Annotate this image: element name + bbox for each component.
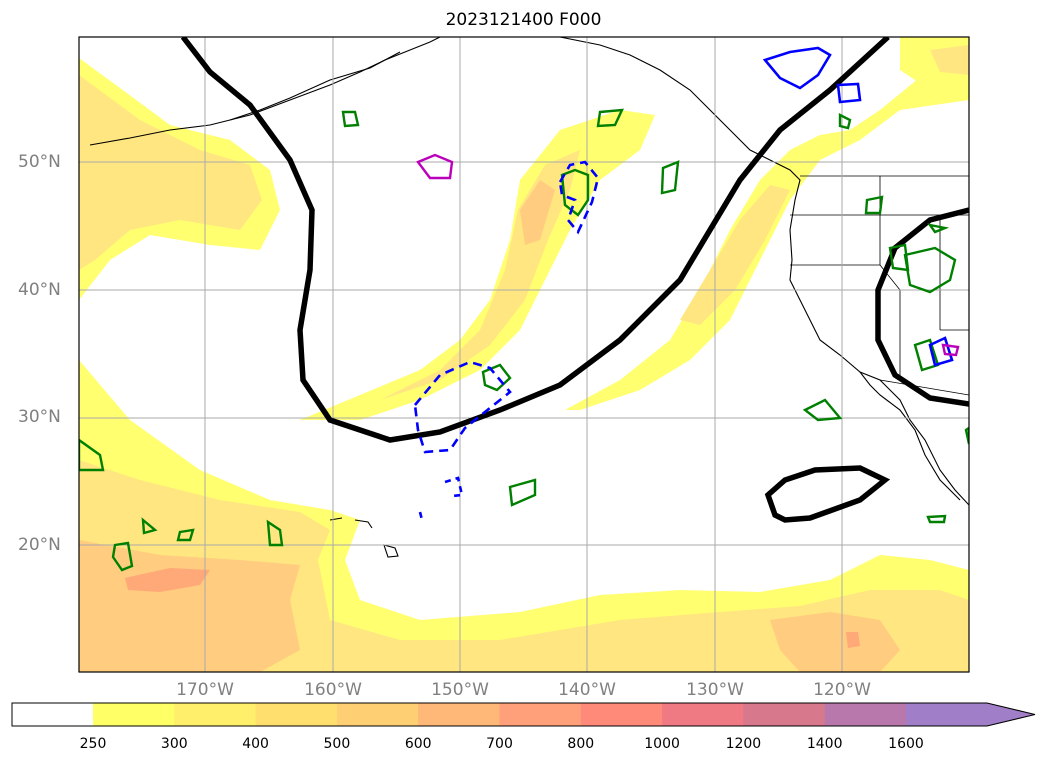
lat-label-30: 30°N <box>18 407 61 427</box>
height-contours <box>180 37 969 523</box>
colorbar-swatch <box>906 703 988 726</box>
blue-dashed-north <box>558 160 600 235</box>
colorbar-tick-label: 600 <box>404 736 432 752</box>
lon-label-130w: 130°W <box>686 680 744 700</box>
colorbar-outline <box>11 702 1036 727</box>
colorbar-tick-label: 1600 <box>888 736 924 752</box>
magenta-contours <box>416 153 960 357</box>
colorbar-tick-label: 300 <box>160 736 188 752</box>
shade-strong-se <box>770 612 900 672</box>
lon-label-140w: 140°W <box>558 680 616 700</box>
colorbar-under <box>12 703 93 726</box>
shade-peak-sw <box>125 568 210 592</box>
baja-coast <box>859 371 961 501</box>
lon-label-160w: 160°W <box>304 680 362 700</box>
blue-solid-sw-us <box>928 336 954 367</box>
alaska-coast <box>89 37 441 146</box>
colorbar-tick-label: 400 <box>242 736 269 752</box>
shade-mid-sw <box>79 460 969 672</box>
lon-label-170w: 170°W <box>176 680 234 700</box>
colorbar-tick-label: 1200 <box>725 736 762 752</box>
blue-solid-north <box>762 46 832 90</box>
colorbar-swatch <box>824 703 907 726</box>
shade-strong-sw <box>79 540 300 672</box>
us-mexico-border <box>879 379 969 396</box>
shade-mid-nw <box>79 75 262 270</box>
colorbar-swatch <box>336 703 419 726</box>
green-contours <box>79 108 969 572</box>
colorbar-tick-label: 1000 <box>644 736 680 752</box>
colorbar-swatch <box>93 703 175 726</box>
colorbar <box>11 702 1036 727</box>
colorbar-tick-label: 800 <box>567 736 595 752</box>
colorbar-swatch <box>580 703 663 726</box>
colorbar-tick-label: 250 <box>79 736 107 752</box>
state-lines <box>790 176 969 380</box>
cutoff-low-contour <box>875 207 969 407</box>
colorbar-swatch <box>174 703 257 726</box>
blue-solid-small <box>836 82 862 104</box>
colorbar-tick-label: 500 <box>323 736 351 752</box>
blue-dashed-south <box>413 360 512 454</box>
lat-label-40: 40°N <box>18 280 61 300</box>
shade-light-ar1 <box>300 110 655 420</box>
blue-contours <box>413 46 954 521</box>
colorbar-tick-label: 1400 <box>806 736 843 752</box>
closed-high-contour <box>764 465 891 523</box>
shade-mid-ne <box>930 45 969 75</box>
lon-label-120w: 120°W <box>813 680 871 700</box>
se-alaska-bc-coast <box>559 37 969 506</box>
trough-contour <box>180 37 890 443</box>
plot-frame <box>78 36 970 673</box>
lon-label-150w: 150°W <box>431 680 489 700</box>
shade-strong-ar1 <box>520 180 555 245</box>
gridlines <box>79 37 969 672</box>
colorbar-swatch <box>418 703 500 726</box>
lat-label-50: 50°N <box>18 152 61 172</box>
moisture-shading <box>79 37 969 672</box>
colorbar-swatch <box>743 703 826 726</box>
colorbar-swatch <box>662 703 744 726</box>
colorbar-extend <box>987 703 1035 726</box>
shade-peak-se <box>846 632 860 648</box>
map-title: 2023121400 F000 <box>445 10 602 30</box>
hawaii-islands <box>329 517 399 558</box>
colorbar-swatch <box>499 703 582 726</box>
colorbar-tick-label: 700 <box>486 736 513 752</box>
lat-label-20: 20°N <box>18 535 61 555</box>
colorbar-swatch <box>255 703 338 726</box>
